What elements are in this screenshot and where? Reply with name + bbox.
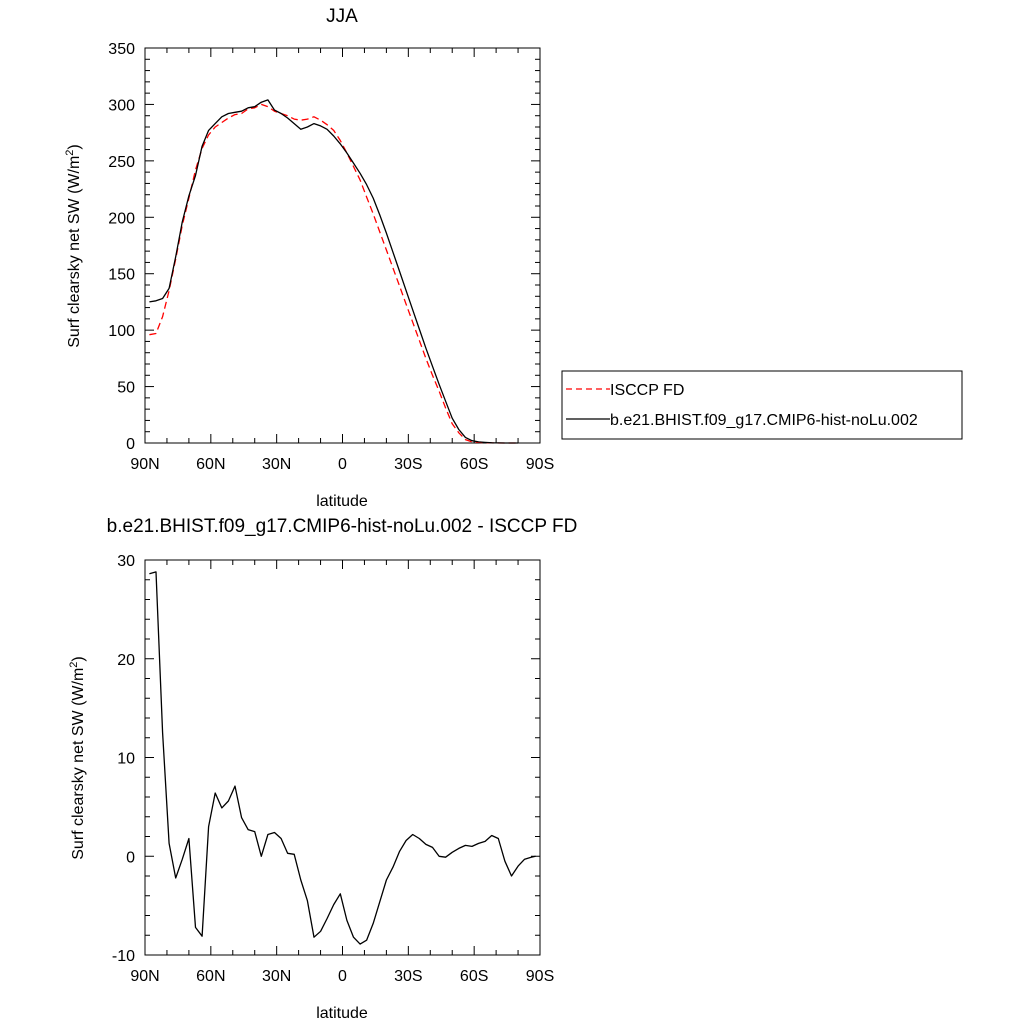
x-tick-label: 0 bbox=[338, 968, 347, 985]
y-tick-label: -10 bbox=[112, 948, 135, 965]
y-tick-label: 0 bbox=[126, 849, 135, 866]
y-tick-label: 50 bbox=[117, 380, 135, 397]
ticks-layer: 90N 60N 30N 0 30S 60S 90S 0 50 100 150 200 250 300 350 bbox=[108, 41, 554, 473]
chart-title: JJA bbox=[326, 6, 358, 27]
chart-top-jja: JJA 90N 60N 30N 0 30S 60S 90S 0 50 100 150 200 250 30… bbox=[64, 6, 554, 510]
chart-bottom-difference: b.e21.BHIST.f09_g17.CMIP6-hist-noLu.002 … bbox=[68, 516, 577, 1022]
series-layer bbox=[149, 571, 536, 945]
x-tick-label: 60S bbox=[460, 456, 488, 473]
x-tick-label: 60N bbox=[196, 456, 225, 473]
y-axis-label: Surf clearsky net SW (W/m2) bbox=[64, 144, 83, 347]
y-tick-label: 20 bbox=[117, 652, 135, 669]
legend-entry-isccp: ISCCP FD bbox=[610, 382, 684, 399]
legend-entry-model: b.e21.BHIST.f09_g17.CMIP6-hist-noLu.002 bbox=[610, 412, 918, 429]
y-tick-label: 10 bbox=[117, 751, 135, 768]
y-tick-label: 250 bbox=[108, 154, 135, 171]
series-line-0 bbox=[149, 571, 536, 945]
x-tick-label: 90S bbox=[526, 968, 554, 985]
legend-box bbox=[561, 370, 963, 440]
x-tick-label: 60S bbox=[460, 968, 488, 985]
plot-frame bbox=[144, 47, 541, 444]
x-tick-label: 30N bbox=[262, 456, 291, 473]
chart-title: b.e21.BHIST.f09_g17.CMIP6-hist-noLu.002 … bbox=[107, 516, 578, 537]
y-tick-label: 350 bbox=[108, 41, 135, 58]
x-tick-label: 30N bbox=[262, 968, 291, 985]
y-tick-label: 150 bbox=[108, 267, 135, 284]
x-tick-label: 30S bbox=[394, 968, 422, 985]
y-tick-label: 0 bbox=[126, 436, 135, 453]
y-tick-label: 30 bbox=[117, 553, 135, 570]
x-axis-label: latitude bbox=[316, 493, 368, 510]
x-tick-label: 0 bbox=[338, 456, 347, 473]
x-axis-label: latitude bbox=[316, 1005, 368, 1022]
x-tick-label: 60N bbox=[196, 968, 225, 985]
y-axis-label: Surf clearsky net SW (W/m2) bbox=[68, 656, 87, 859]
y-tick-label: 100 bbox=[108, 323, 135, 340]
x-tick-label: 90N bbox=[130, 456, 159, 473]
series-line-1 bbox=[149, 99, 519, 444]
legend: ISCCP FD b.e21.BHIST.f09_g17.CMIP6-hist-… bbox=[561, 370, 963, 440]
ticks-layer: 90N 60N 30N 0 30S 60S 90S -10 0 10 20 30 bbox=[112, 553, 554, 985]
x-tick-label: 30S bbox=[394, 456, 422, 473]
y-tick-label: 200 bbox=[108, 210, 135, 227]
x-tick-label: 90S bbox=[526, 456, 554, 473]
x-tick-label: 90N bbox=[130, 968, 159, 985]
series-layer bbox=[149, 99, 519, 444]
y-tick-label: 300 bbox=[108, 97, 135, 114]
series-line-0 bbox=[149, 103, 519, 444]
